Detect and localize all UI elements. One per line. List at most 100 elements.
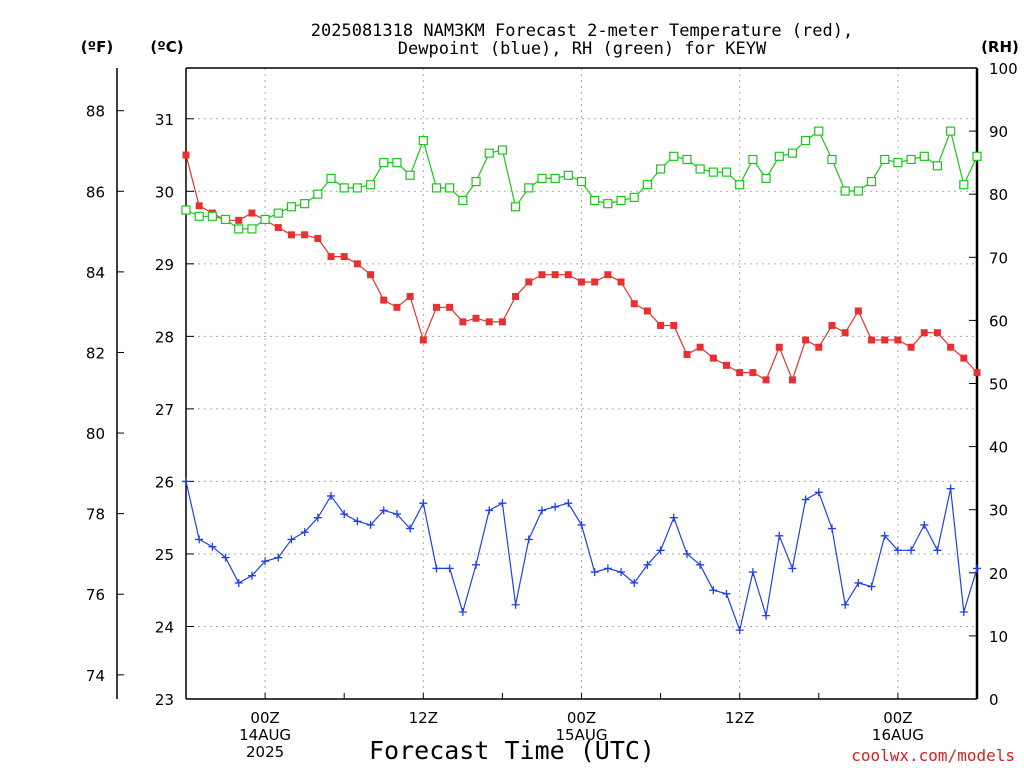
- rh-point: [603, 199, 613, 209]
- rh-point: [840, 186, 850, 196]
- dewpoint-point: [458, 607, 467, 616]
- rh-point: [932, 161, 943, 171]
- dewpoint-point: [827, 524, 836, 533]
- 2-meter-temperature-point: [578, 278, 585, 286]
- 2-meter-temperature-point: [604, 271, 612, 279]
- 2-meter-temperature-point: [894, 336, 902, 344]
- x-tick-label: 2025: [246, 743, 284, 761]
- rh-point: [339, 183, 349, 193]
- dewpoint-point: [406, 524, 415, 533]
- rh-point: [194, 211, 204, 221]
- 2-meter-temperature-point: [947, 343, 955, 351]
- dewpoint-point: [814, 488, 823, 497]
- rh-point: [365, 180, 376, 190]
- 2-meter-temperature-point: [643, 307, 651, 315]
- 2-meter-temperature-point: [788, 376, 796, 384]
- rh-point: [458, 195, 468, 206]
- dewpoint-point: [617, 568, 626, 577]
- dewpoint-point: [696, 560, 705, 569]
- 2-meter-temperature-point: [920, 329, 928, 337]
- 2-meter-temperature-point: [564, 271, 572, 279]
- dewpoint-point: [313, 513, 322, 522]
- rh-point: [352, 183, 362, 193]
- 2-meter-temperature-point: [630, 300, 638, 308]
- rh-point: [234, 224, 244, 234]
- rh-tick-label: 20: [989, 565, 1008, 583]
- rh-tick-label: 10: [989, 628, 1008, 646]
- 2-meter-temperature-point: [670, 321, 678, 329]
- axes: 23 24 25 26 27 28 29 30 31 74 76 78 80 82 84 86 88 0 10 20 3…: [86, 60, 1018, 761]
- dewpoint-point: [445, 564, 454, 573]
- 2-meter-temperature-point: [802, 336, 810, 344]
- rh-point: [220, 214, 231, 225]
- rh-tick-label: 60: [989, 312, 1008, 330]
- rh-point: [563, 170, 573, 180]
- dewpoint-point: [682, 549, 691, 558]
- rh-point: [655, 164, 666, 174]
- dewpoint-point: [419, 499, 428, 508]
- 2-meter-temperature-point: [472, 314, 480, 322]
- rh-point: [181, 205, 191, 215]
- 2-meter-temperature-point: [709, 354, 717, 362]
- 2-meter-temperature-point: [854, 307, 862, 315]
- rh-point: [801, 135, 811, 146]
- rh-point: [959, 180, 969, 190]
- dewpoint-point: [722, 589, 731, 598]
- 2-meter-temperature-point: [327, 253, 335, 261]
- 2-meter-temperature-point: [314, 234, 322, 242]
- 2-meter-temperature-point: [551, 271, 559, 279]
- dewpoint-point: [907, 546, 916, 555]
- 2-meter-temperature-point: [498, 318, 506, 326]
- x-tick-label: 14AUG: [239, 726, 291, 744]
- dewpoint-point: [287, 535, 296, 544]
- rh-point: [550, 173, 560, 184]
- 2-meter-temperature-point: [657, 321, 665, 329]
- x-axis-title: Forecast Time (UTC): [369, 736, 655, 765]
- 2-meter-temperature-point: [274, 224, 282, 232]
- rh-point: [708, 167, 718, 177]
- 2-meter-temperature-point: [617, 278, 625, 286]
- rh-point: [405, 170, 415, 180]
- rh-point: [946, 126, 956, 136]
- 2-meter-temperature-point: [973, 369, 981, 377]
- dewpoint-point: [485, 506, 494, 515]
- dewpoint-point: [472, 560, 481, 569]
- grid-lines: [186, 68, 977, 700]
- 2-meter-temperature-point: [960, 354, 968, 362]
- 2-meter-temperature-point: [841, 329, 849, 337]
- 2-meter-temperature-point: [907, 343, 915, 351]
- 2-meter-temperature-point: [301, 231, 309, 239]
- rh-point: [880, 154, 890, 165]
- dewpoint-point: [946, 484, 955, 493]
- rh-tick-label: 0: [989, 691, 999, 709]
- chart-title-line1: 2025081318 NAM3KM Forecast 2-meter Tempe…: [311, 21, 853, 41]
- dewpoint-point: [300, 528, 309, 537]
- 2-meter-temperature-point: [538, 271, 546, 279]
- fahrenheit-axis-unit: (ºF): [81, 38, 113, 56]
- dewpoint-point: [748, 568, 757, 577]
- dewpoint-point: [709, 586, 718, 595]
- 2-meter-temperature-point: [775, 343, 783, 351]
- dewpoint-point: [893, 546, 902, 555]
- 2-meter-temperature-point: [406, 292, 414, 300]
- rh-point: [418, 135, 428, 146]
- rh-point: [827, 154, 837, 165]
- dewpoint-point: [274, 553, 283, 562]
- x-tick-label: 15AUG: [556, 726, 608, 744]
- rh-point: [866, 176, 877, 187]
- rh-tick-label: 50: [989, 376, 1008, 394]
- celsius-tick-label: 28: [155, 328, 174, 346]
- rh-point: [682, 154, 692, 165]
- dewpoint-point: [630, 578, 639, 587]
- fahrenheit-tick-label: 76: [86, 586, 105, 604]
- dewpoint-point: [656, 546, 665, 555]
- celsius-tick-label: 23: [155, 691, 174, 709]
- rh-tick-label: 90: [989, 123, 1008, 141]
- x-tick-label: 00Z: [567, 709, 596, 727]
- 2-meter-temperature-point: [512, 292, 520, 300]
- dewpoint-point: [195, 535, 204, 544]
- dewpoint-point: [208, 542, 217, 551]
- 2-meter-temperature-point: [393, 303, 401, 311]
- dewpoint-point: [366, 520, 375, 529]
- rh-point: [576, 176, 587, 187]
